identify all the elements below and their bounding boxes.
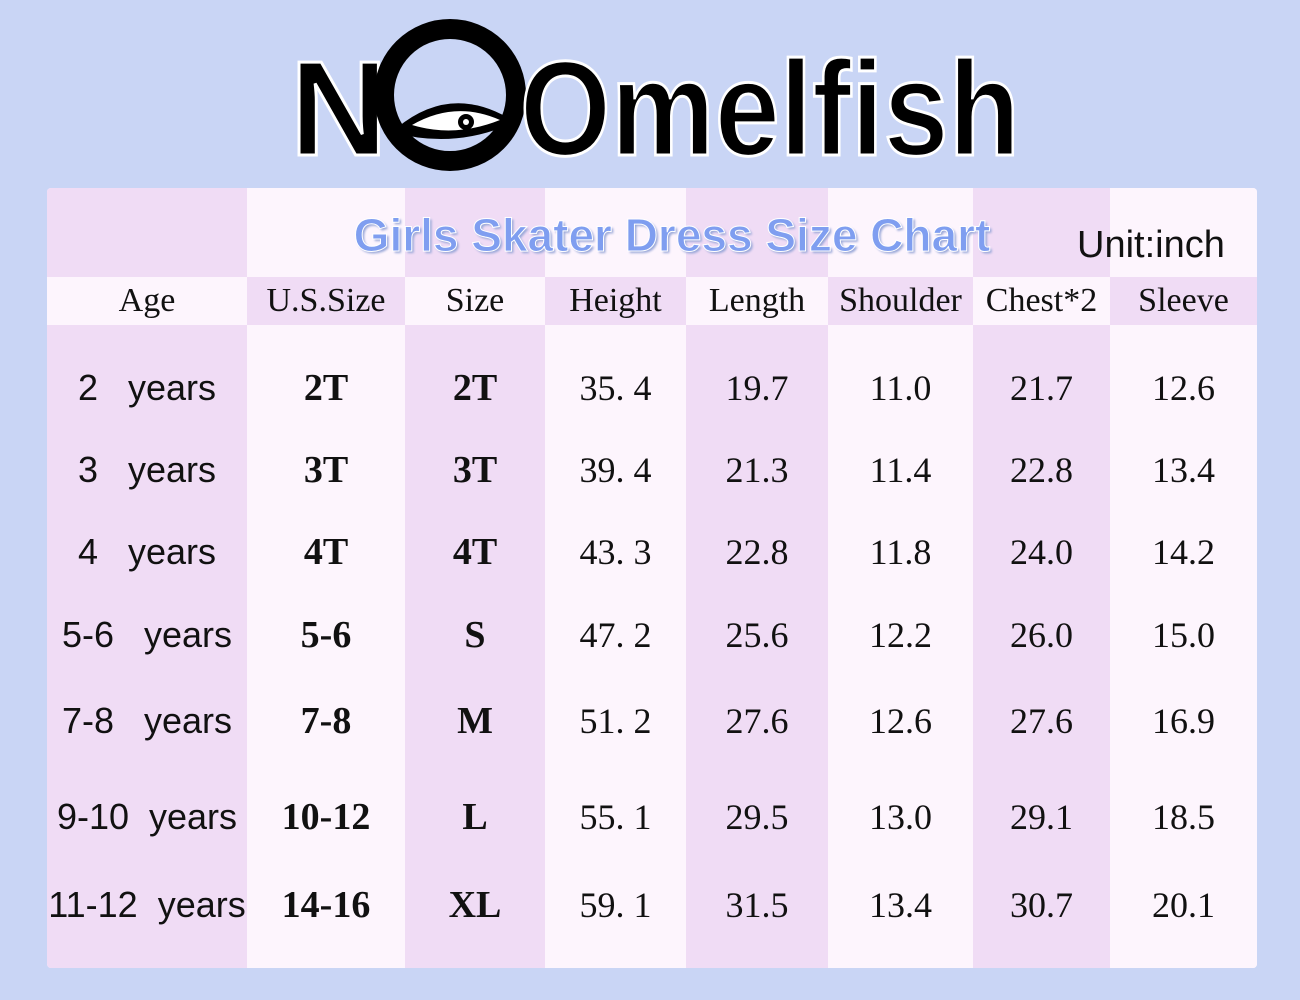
table-cell: 12.6 — [869, 701, 932, 741]
logo: N Omelfish — [289, 19, 1022, 186]
table-cell: 30.7 — [1010, 885, 1073, 925]
table-cell: XL — [448, 884, 502, 926]
table-cell: 27.6 — [725, 701, 789, 741]
table-cell: 12.6 — [1152, 368, 1215, 408]
table-cell: 12.2 — [869, 615, 932, 655]
table-cell: 22.8 — [725, 532, 789, 572]
table-cell: 2T — [303, 367, 349, 409]
table-cell: 3 years — [77, 449, 217, 490]
table-cell: 7-8 years — [61, 700, 233, 741]
table-cell: 43. 3 — [579, 532, 652, 572]
column-header: Age — [47, 277, 247, 325]
table-cell: 11.0 — [869, 368, 932, 408]
table-cell: 5-6 — [300, 614, 352, 656]
table-cell: 27.6 — [1010, 701, 1073, 741]
table-cell: 13.0 — [869, 797, 932, 837]
table-cell: 59. 1 — [579, 885, 652, 925]
table-cell: 11.4 — [869, 450, 932, 490]
table-cell: 7-8 — [300, 700, 352, 742]
table-cell: 39. 4 — [579, 450, 652, 490]
table-title: Girls Skater Dress Size Chart — [353, 209, 991, 262]
size-table: Age U.S.Size Size Height Length Shoulder Chest… — [47, 188, 1257, 968]
column-header: Height — [545, 277, 686, 325]
unit-label: Unit:inch — [1077, 224, 1225, 266]
table-cell: 2 years — [77, 367, 217, 408]
table-cell: M — [457, 700, 493, 742]
fish-icon — [374, 19, 526, 171]
table-cell: 9-10 years — [56, 796, 238, 837]
table-cell: 13.4 — [869, 885, 932, 925]
table-cell: 20.1 — [1152, 885, 1215, 925]
table-cell: 11.8 — [869, 532, 932, 572]
table-cell: 14-16 — [281, 884, 371, 926]
brand-right: Omelfish — [520, 33, 1020, 184]
table-cell: 24.0 — [1010, 532, 1073, 572]
table-cell: 22.8 — [1010, 450, 1073, 490]
table-cell: 4 years — [77, 531, 217, 572]
table-cell: 55. 1 — [579, 797, 652, 837]
table-cell: 18.5 — [1152, 797, 1215, 837]
table-cell: 3T — [303, 449, 349, 491]
column-header: Shoulder — [828, 277, 973, 325]
column-header: Length — [686, 277, 828, 325]
column-header: Chest*2 — [973, 277, 1110, 325]
table-cell: 13.4 — [1152, 450, 1215, 490]
column-header: U.S.Size — [247, 277, 405, 325]
table-cell: 19.7 — [725, 368, 789, 408]
table-cell: 25.6 — [725, 615, 789, 655]
table-cell: 3T — [452, 449, 498, 491]
column-header: Sleeve — [1110, 277, 1257, 325]
table-cell: 29.1 — [1010, 797, 1073, 837]
column-header: Size — [405, 277, 545, 325]
table-cell: 51. 2 — [579, 701, 652, 741]
table-cell: 4T — [452, 531, 498, 573]
table-cell: 11-12 years — [48, 884, 246, 925]
brand-left: N — [290, 33, 388, 184]
table-cell: 15.0 — [1152, 615, 1215, 655]
table-cell: 14.2 — [1152, 532, 1215, 572]
table-cell: 31.5 — [725, 885, 789, 925]
table-cell: 21.3 — [725, 450, 789, 490]
table-cell: 21.7 — [1010, 368, 1073, 408]
table-cell: 16.9 — [1152, 701, 1215, 741]
table-cell: 26.0 — [1010, 615, 1073, 655]
table-cell: 47. 2 — [579, 615, 652, 655]
table-cell: 2T — [452, 367, 498, 409]
table-cell: S — [464, 614, 486, 656]
table-cell: 29.5 — [725, 797, 789, 837]
table-cell: 35. 4 — [579, 368, 652, 408]
table-cell: 5-6 years — [61, 614, 233, 655]
table-cell: 4T — [303, 531, 349, 573]
table-cell: 10-12 — [281, 796, 371, 838]
table-cell: L — [462, 796, 488, 838]
